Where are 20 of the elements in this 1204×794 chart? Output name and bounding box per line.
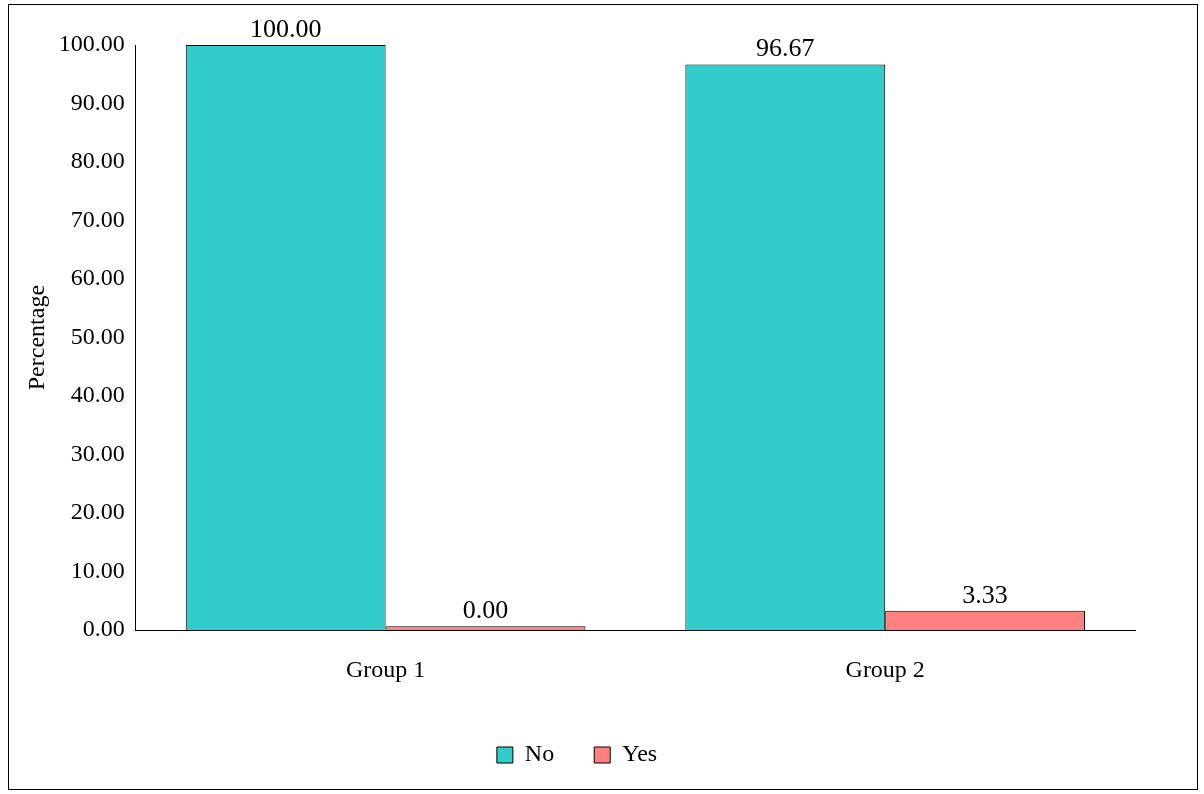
legend-label: Yes	[622, 740, 658, 767]
y-tick-label: 80.00	[70, 147, 125, 174]
y-tick-label: 100.00	[58, 30, 125, 57]
data-label: 0.00	[462, 595, 509, 625]
legend-label: No	[524, 740, 555, 767]
y-tick-label: 70.00	[70, 205, 125, 232]
y-tick-label: 60.00	[70, 264, 125, 291]
data-label: 96.67	[756, 33, 815, 63]
data-label: 100.00	[249, 13, 322, 43]
y-tick-label: 30.00	[70, 439, 125, 466]
y-tick-label: 90.00	[70, 88, 125, 115]
x-tick-label: Group 1	[345, 655, 426, 682]
y-tick-label: 10.00	[70, 556, 125, 583]
x-tick-label: Group 2	[845, 655, 925, 682]
y-axis-title: Percentage	[22, 284, 49, 391]
data-label: 3.33	[962, 579, 1008, 609]
y-tick-label: 20.00	[70, 498, 125, 525]
y-tick-label: 50.00	[70, 322, 125, 349]
y-tick-label: 0.00	[82, 615, 125, 642]
y-tick-label: 40.00	[70, 381, 125, 408]
